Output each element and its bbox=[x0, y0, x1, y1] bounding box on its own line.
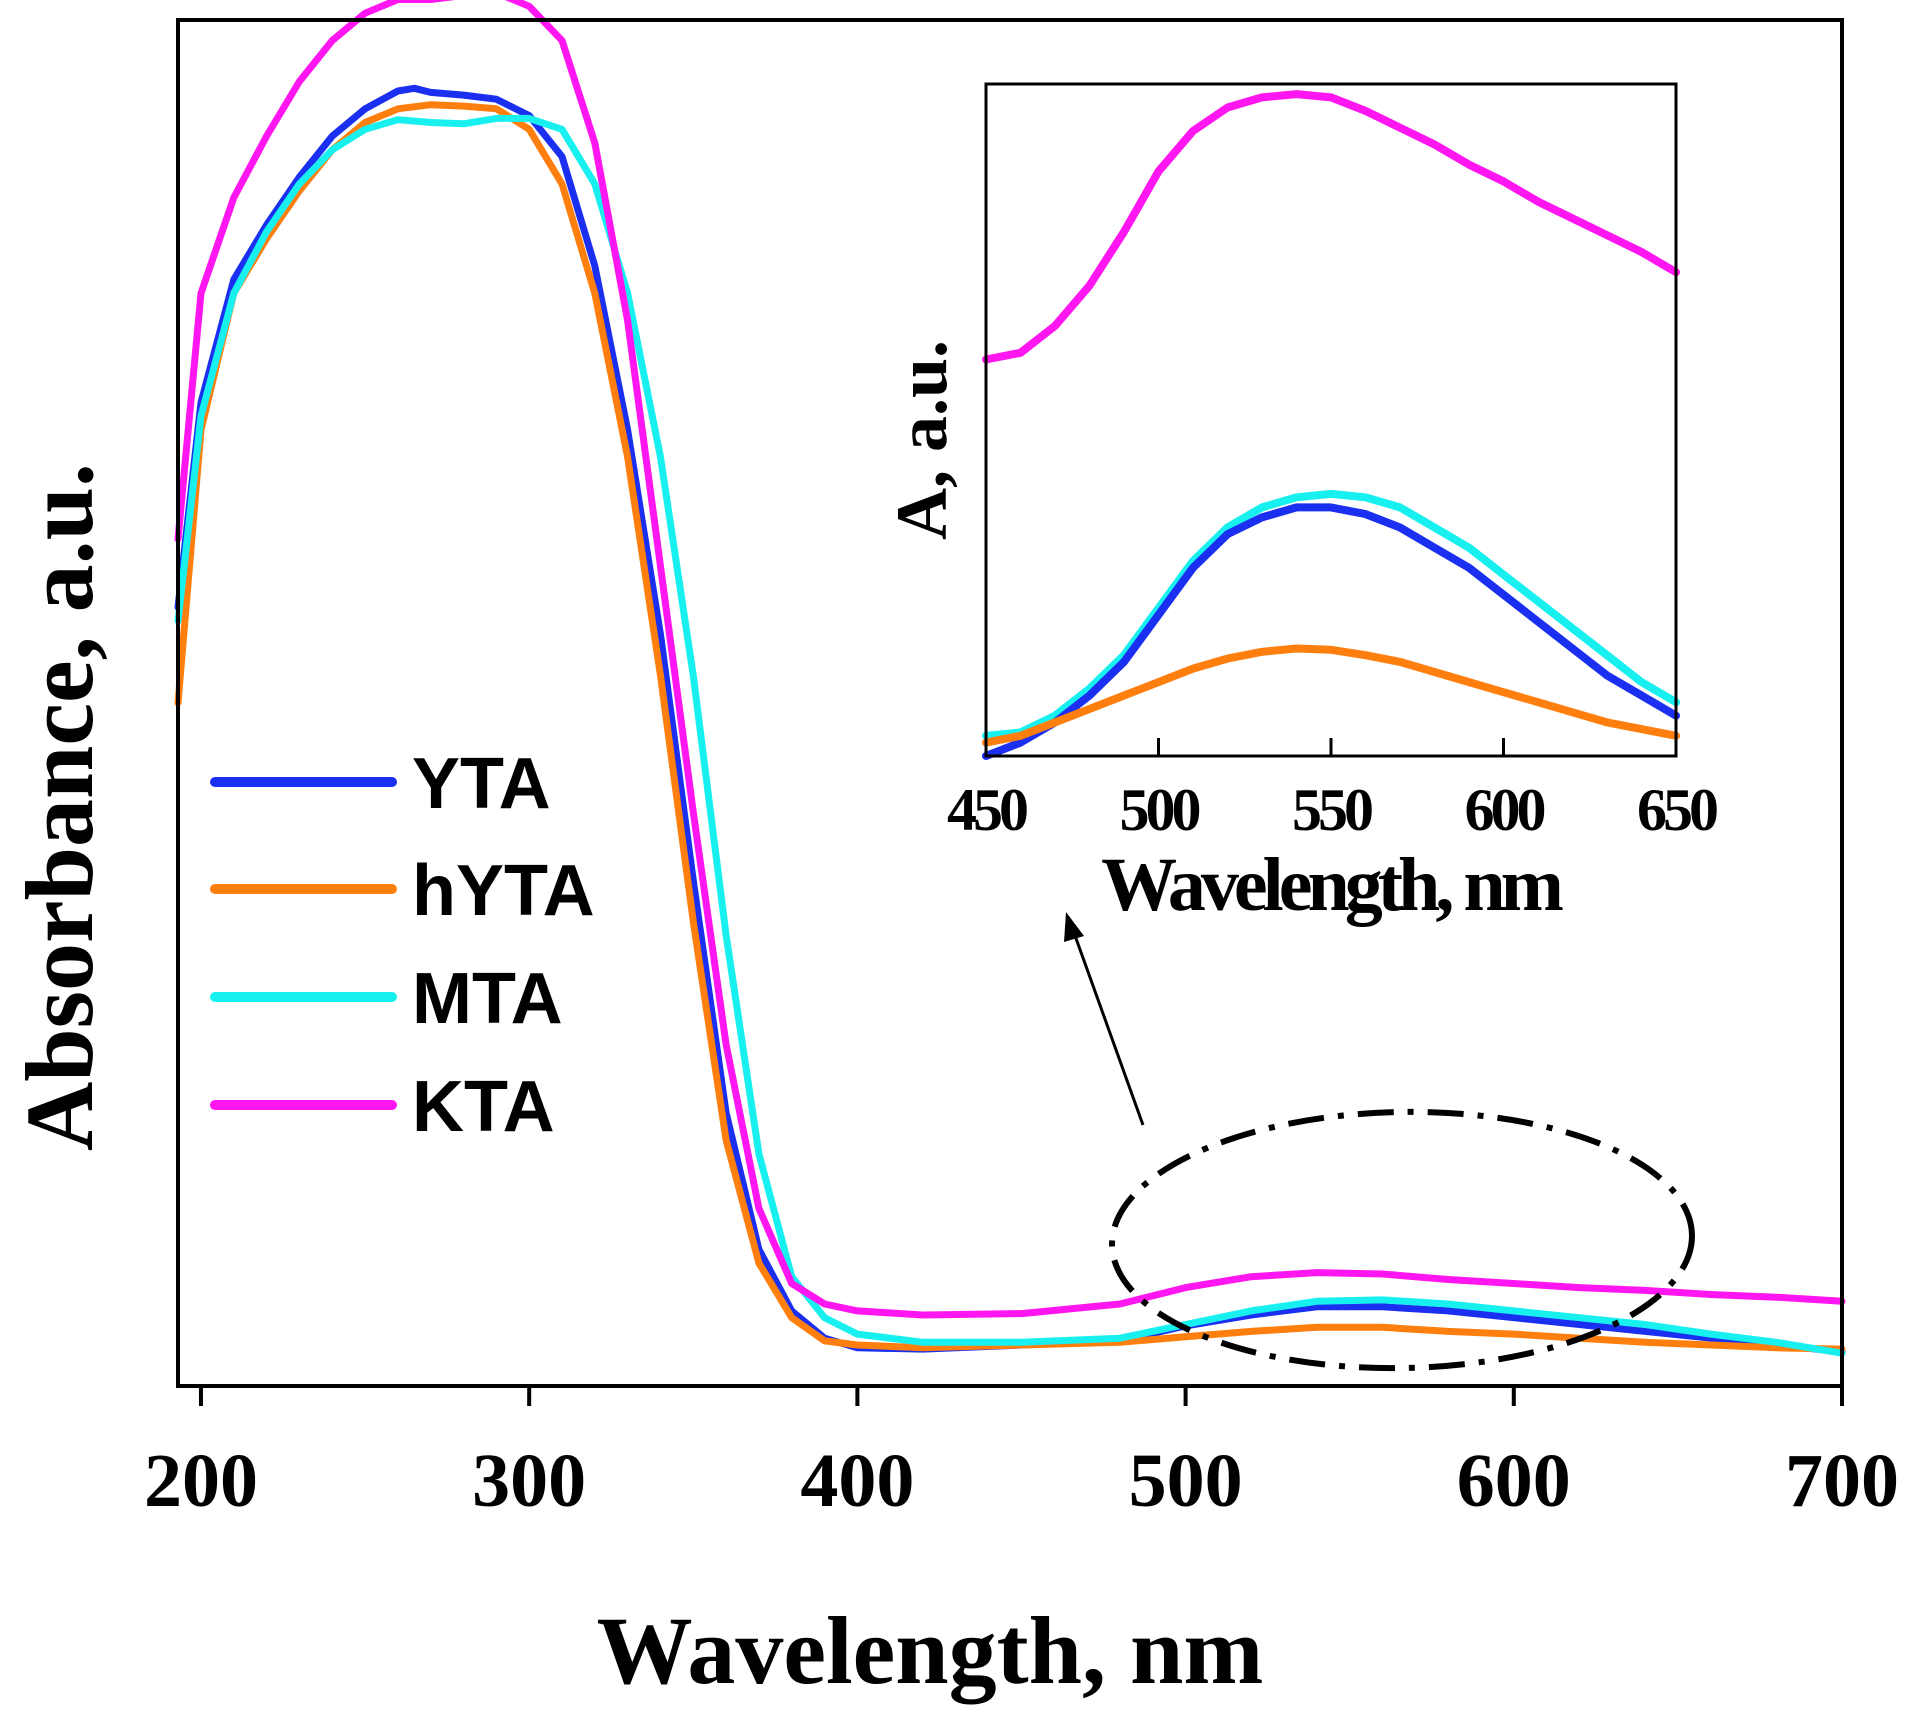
main-x-tick-labels: 200 300 400 500 600 700 bbox=[144, 1439, 1899, 1523]
main-y-axis-title: Absorbance, a.u. bbox=[6, 463, 113, 1151]
inset-series-hyta bbox=[982, 644, 1680, 747]
inset-series-kta bbox=[982, 90, 1680, 364]
main-x-tick-label-500: 500 bbox=[1129, 1439, 1243, 1523]
inset-series-mta bbox=[982, 489, 1680, 740]
zoom-arrow-head bbox=[1064, 912, 1084, 942]
main-plot: 200 300 400 500 600 700 Wavelength, nm Absorb… bbox=[6, 0, 1899, 1704]
main-x-tick-label-300: 300 bbox=[472, 1439, 586, 1523]
main-x-tick-label-600: 600 bbox=[1457, 1439, 1571, 1523]
inset-x-tick-label-450: 450 bbox=[947, 777, 1027, 843]
main-series-mta bbox=[174, 114, 1846, 1357]
zoom-arrow-line bbox=[1071, 929, 1145, 1126]
main-x-tick-label-700: 700 bbox=[1785, 1439, 1899, 1523]
main-x-ticks bbox=[198, 1386, 1844, 1406]
main-series-hyta bbox=[174, 101, 1846, 1353]
main-plot-frame bbox=[176, 18, 1844, 1388]
inset-x-tick-label-650: 650 bbox=[1637, 777, 1717, 843]
inset-x-tick-label-600: 600 bbox=[1465, 777, 1545, 843]
inset-y-axis-title: A, a.u. bbox=[882, 340, 962, 540]
inset-x-ticks bbox=[984, 738, 1678, 756]
legend: YTA hYTA MTA KTA bbox=[210, 744, 595, 1147]
inset-x-tick-label-550: 550 bbox=[1292, 777, 1372, 843]
main-series-kta bbox=[174, 0, 1846, 1319]
inset-x-tick-labels: 450 500 550 600 650 bbox=[947, 777, 1721, 843]
main-x-axis-title: Wavelength, nm bbox=[597, 1597, 1264, 1704]
main-x-tick-label-400: 400 bbox=[800, 1439, 914, 1523]
inset-series-lines bbox=[982, 90, 1680, 760]
inset-x-tick-label-500: 500 bbox=[1120, 777, 1200, 843]
legend-label-hyta: hYTA bbox=[412, 851, 595, 931]
highlight-ellipse bbox=[1109, 1108, 1695, 1372]
legend-label-kta: KTA bbox=[412, 1067, 555, 1147]
inset-plot: 450 500 550 600 650 Wavelength, nm A, a.u. bbox=[882, 82, 1721, 927]
inset-background bbox=[986, 84, 1676, 756]
legend-label-yta: YTA bbox=[412, 744, 551, 824]
inset-x-axis-title: Wavelength, nm bbox=[1101, 843, 1563, 927]
main-series-yta bbox=[174, 84, 1846, 1356]
inset-series-yta bbox=[982, 503, 1680, 760]
main-series-lines bbox=[174, 0, 1846, 1357]
legend-label-mta: MTA bbox=[412, 959, 563, 1039]
main-x-tick-label-200: 200 bbox=[144, 1439, 258, 1523]
